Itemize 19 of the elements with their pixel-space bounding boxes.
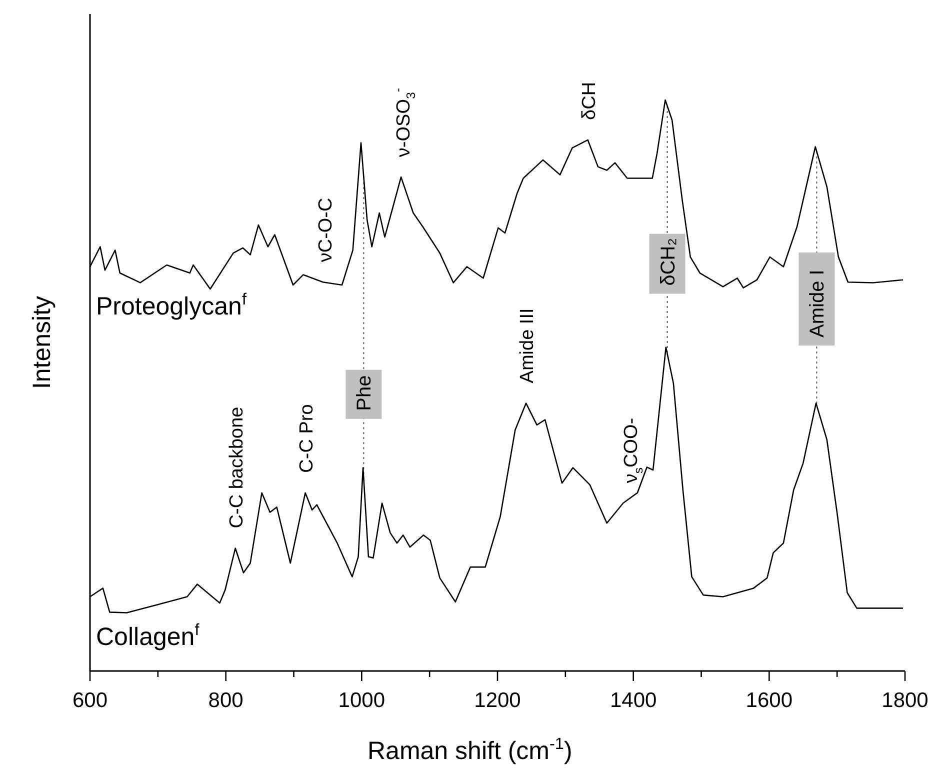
ref-line-label: Amide I [806,270,829,338]
annotation: νC-O-C [315,198,336,262]
x-tick-label: 1200 [474,689,521,712]
series-label: Proteoglycan$^{f}$ [96,290,247,321]
ref-line-label: δCH₂ [657,238,680,286]
x-tick-label: 600 [72,689,108,712]
annotation: Amide III [517,308,538,384]
annotation: C-C Pro [296,404,318,473]
x-axis-title: Raman shift (cm$^{-1}$) [368,735,572,765]
annotation: C-C backbone [226,406,248,528]
x-tick-label: 1800 [882,689,928,712]
series-label: Collagen$^{f}$ [96,620,200,651]
annotation: δCH [578,82,600,120]
x-tick-label: 1400 [610,689,657,712]
y-axis-title: Intensity [28,295,56,390]
x-tick-label: 1000 [338,689,386,712]
x-tick-label: 1600 [746,689,793,712]
x-tick-label: 800 [208,689,244,712]
ref-line-label: Phe [354,375,376,411]
